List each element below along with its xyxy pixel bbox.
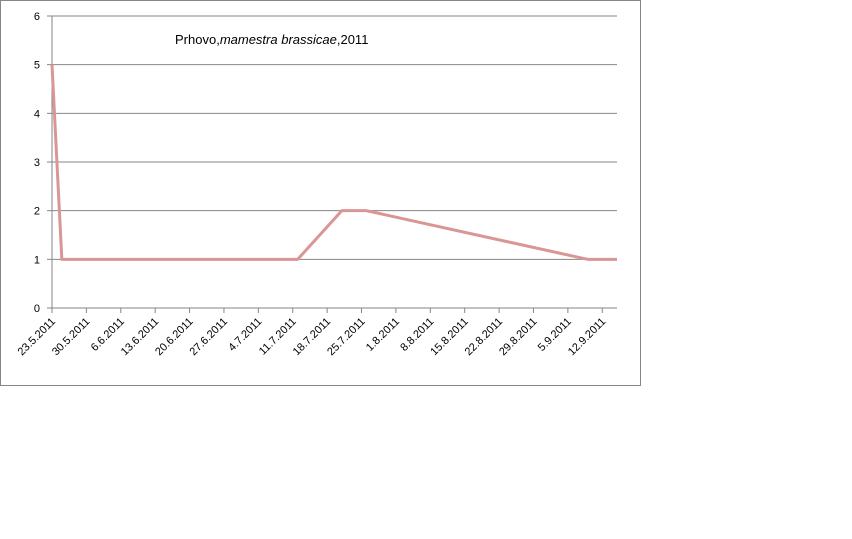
y-tick-label: 6 xyxy=(34,11,40,23)
title-part: mamestra brassicae xyxy=(220,32,337,47)
y-tick-label: 0 xyxy=(34,303,40,315)
title-part: Prhovo, xyxy=(175,32,220,47)
y-tick-label: 5 xyxy=(34,60,40,72)
y-tick-label: 4 xyxy=(34,108,40,120)
y-tick-label: 3 xyxy=(34,157,40,169)
data-line xyxy=(50,64,617,261)
chart-title: Prhovo,mamestra brassicae,2011 xyxy=(175,32,368,47)
y-tick-label: 2 xyxy=(34,206,40,218)
y-tick-label: 1 xyxy=(34,254,40,266)
title-part: ,2011 xyxy=(337,32,369,47)
